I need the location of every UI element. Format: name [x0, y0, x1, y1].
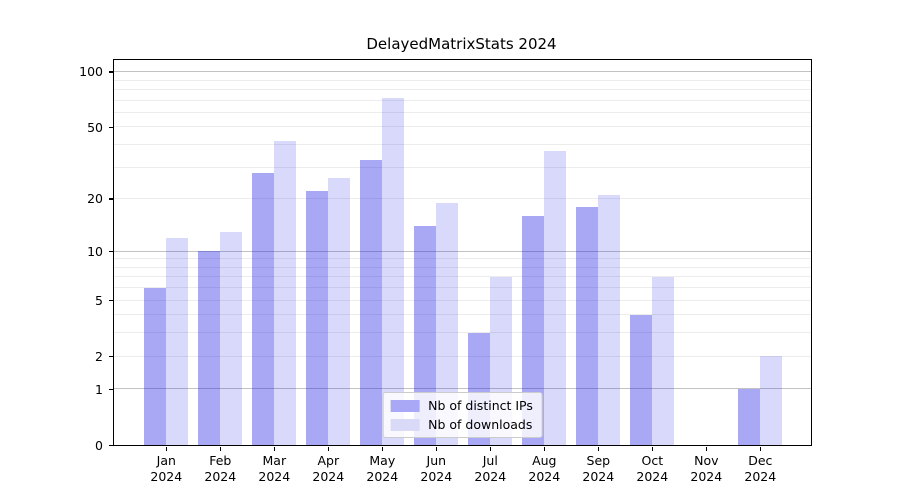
y-tick-0	[109, 444, 113, 446]
x-tick-jul	[489, 446, 491, 451]
x-tick-may	[381, 446, 383, 451]
legend-label-distinct-ips: Nb of distinct IPs	[428, 398, 533, 413]
x-tick-label-sep: Sep 2024	[582, 453, 615, 484]
gridline-minor-2	[114, 355, 811, 357]
legend-label-downloads: Nb of downloads	[428, 417, 533, 432]
gridline-minor-3	[114, 332, 811, 334]
legend-swatch-distinct-ips	[390, 399, 420, 412]
bar-distinct-ips-dec	[738, 388, 760, 445]
legend-item-distinct-ips: Nb of distinct IPs	[390, 398, 533, 413]
y-tick-label-1: 1	[95, 381, 103, 397]
plot-area: Nb of distinct IPs Nb of downloads	[113, 59, 812, 446]
y-tick-label-10: 10	[87, 243, 103, 259]
gridline-major-100	[114, 71, 811, 73]
x-tick-apr	[327, 446, 329, 451]
bar-downloads-dec	[760, 356, 782, 445]
x-tick-label-jun: Jun 2024	[420, 453, 453, 484]
bar-distinct-ips-oct	[630, 314, 652, 445]
x-tick-label-nov: Nov 2024	[690, 453, 723, 484]
x-tick-dec	[759, 446, 761, 451]
y-tick-2	[109, 355, 113, 358]
x-tick-jun	[435, 446, 437, 451]
gridline-minor-30	[114, 166, 811, 168]
x-tick-label-oct: Oct 2024	[636, 453, 669, 484]
gridline-minor-40	[114, 144, 811, 146]
y-tick-50	[109, 126, 113, 128]
gridline-minor-90	[114, 79, 811, 81]
x-tick-label-may: May 2024	[366, 453, 399, 484]
y-tick-label-0: 0	[95, 437, 103, 453]
x-tick-nov	[705, 446, 707, 451]
gridline-minor-60	[114, 111, 811, 113]
x-tick-oct	[651, 446, 653, 451]
gridline-minor-9	[114, 258, 811, 260]
x-tick-label-mar: Mar 2024	[258, 453, 291, 484]
y-tick-5	[109, 299, 113, 301]
gridline-minor-50	[114, 126, 811, 128]
y-tick-100	[109, 71, 113, 73]
x-tick-label-aug: Aug 2024	[528, 453, 561, 484]
bar-downloads-apr	[328, 178, 350, 445]
gridline-minor-4	[114, 314, 811, 316]
x-tick-label-jan: Jan 2024	[150, 453, 183, 484]
bar-distinct-ips-may	[360, 159, 382, 445]
bar-distinct-ips-feb	[198, 251, 220, 445]
x-tick-label-dec: Dec 2024	[744, 453, 777, 484]
gridline-major-1	[114, 388, 811, 390]
legend-swatch-downloads	[390, 418, 420, 431]
gridline-major-10	[114, 250, 811, 252]
legend: Nb of distinct IPs Nb of downloads	[382, 392, 543, 438]
y-tick-10	[109, 250, 113, 252]
bar-downloads-jun	[436, 202, 458, 445]
x-tick-jan	[165, 446, 167, 451]
bar-downloads-feb	[220, 231, 242, 445]
bar-distinct-ips-mar	[252, 172, 274, 445]
y-tick-20	[109, 198, 113, 200]
y-tick-label-50: 50	[87, 119, 103, 135]
bar-downloads-jan	[166, 237, 188, 445]
x-tick-mar	[273, 446, 275, 451]
bar-downloads-oct	[652, 276, 674, 445]
y-tick-label-2: 2	[95, 348, 103, 364]
x-tick-sep	[597, 446, 599, 451]
gridline-minor-80	[114, 89, 811, 90]
bar-downloads-sep	[598, 194, 620, 445]
y-tick-label-20: 20	[87, 191, 103, 207]
gridline-minor-7	[114, 276, 811, 278]
chart-title: DelayedMatrixStats 2024	[366, 35, 557, 53]
gridline-minor-20	[114, 198, 811, 200]
y-tick-label-5: 5	[95, 292, 103, 308]
x-tick-label-apr: Apr 2024	[312, 453, 345, 484]
gridline-minor-5	[114, 299, 811, 301]
x-tick-feb	[219, 446, 221, 451]
bar-distinct-ips-sep	[576, 206, 598, 445]
x-tick-aug	[543, 446, 545, 451]
y-tick-1	[109, 388, 113, 390]
gridline-minor-6	[114, 287, 811, 289]
bar-distinct-ips-apr	[306, 191, 328, 445]
bar-downloads-mar	[274, 140, 296, 445]
gridline-minor-8	[114, 266, 811, 268]
bar-distinct-ips-jan	[144, 287, 166, 445]
bar-downloads-aug	[544, 150, 566, 445]
bar-distinct-ips-aug	[522, 215, 544, 445]
x-tick-label-feb: Feb 2024	[204, 453, 237, 484]
legend-item-downloads: Nb of downloads	[390, 417, 533, 432]
gridline-minor-70	[114, 99, 811, 101]
bar-downloads-may	[382, 97, 404, 445]
x-tick-label-jul: Jul 2024	[474, 453, 507, 484]
bar-distinct-ips-jun	[414, 225, 436, 445]
y-tick-label-100: 100	[79, 64, 103, 80]
